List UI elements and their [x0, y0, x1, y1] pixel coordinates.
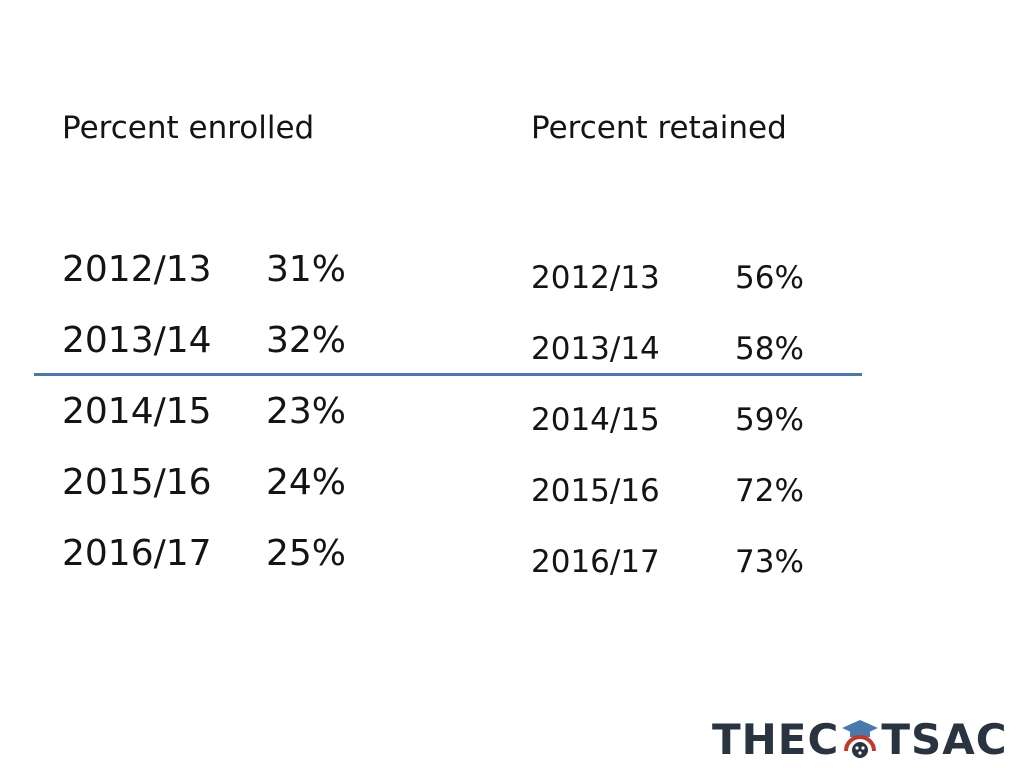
retained-value: 58% — [735, 331, 804, 367]
graduation-cap-state-seal-icon — [842, 720, 879, 758]
enrolled-value: 24% — [266, 462, 347, 503]
enrolled-value: 25% — [266, 533, 347, 574]
retained-year: 2012/13 — [531, 260, 660, 296]
horizontal-divider — [34, 373, 862, 376]
enrolled-value: 32% — [266, 320, 347, 361]
enrolled-year: 2015/16 — [62, 462, 212, 503]
enrolled-value: 23% — [266, 391, 347, 432]
enrolled-year: 2013/14 — [62, 320, 212, 361]
retained-value: 72% — [735, 473, 804, 509]
enrolled-year: 2016/17 — [62, 533, 212, 574]
logo-text-tsac: TSAC — [881, 714, 1008, 764]
percent-enrolled-heading: Percent enrolled — [62, 110, 315, 146]
logo-text-thec: THEC — [712, 714, 840, 764]
retained-value: 56% — [735, 260, 804, 296]
enrolled-year: 2012/13 — [62, 249, 212, 290]
percent-retained-heading: Percent retained — [531, 110, 787, 146]
retained-value: 73% — [735, 544, 804, 580]
retained-year: 2016/17 — [531, 544, 660, 580]
enrolled-year: 2014/15 — [62, 391, 212, 432]
retained-year: 2013/14 — [531, 331, 660, 367]
retained-year: 2015/16 — [531, 473, 660, 509]
retained-year: 2014/15 — [531, 402, 660, 438]
retained-value: 59% — [735, 402, 804, 438]
enrolled-value: 31% — [266, 249, 347, 290]
thec-tsac-logo: THEC TSAC — [712, 714, 1008, 764]
